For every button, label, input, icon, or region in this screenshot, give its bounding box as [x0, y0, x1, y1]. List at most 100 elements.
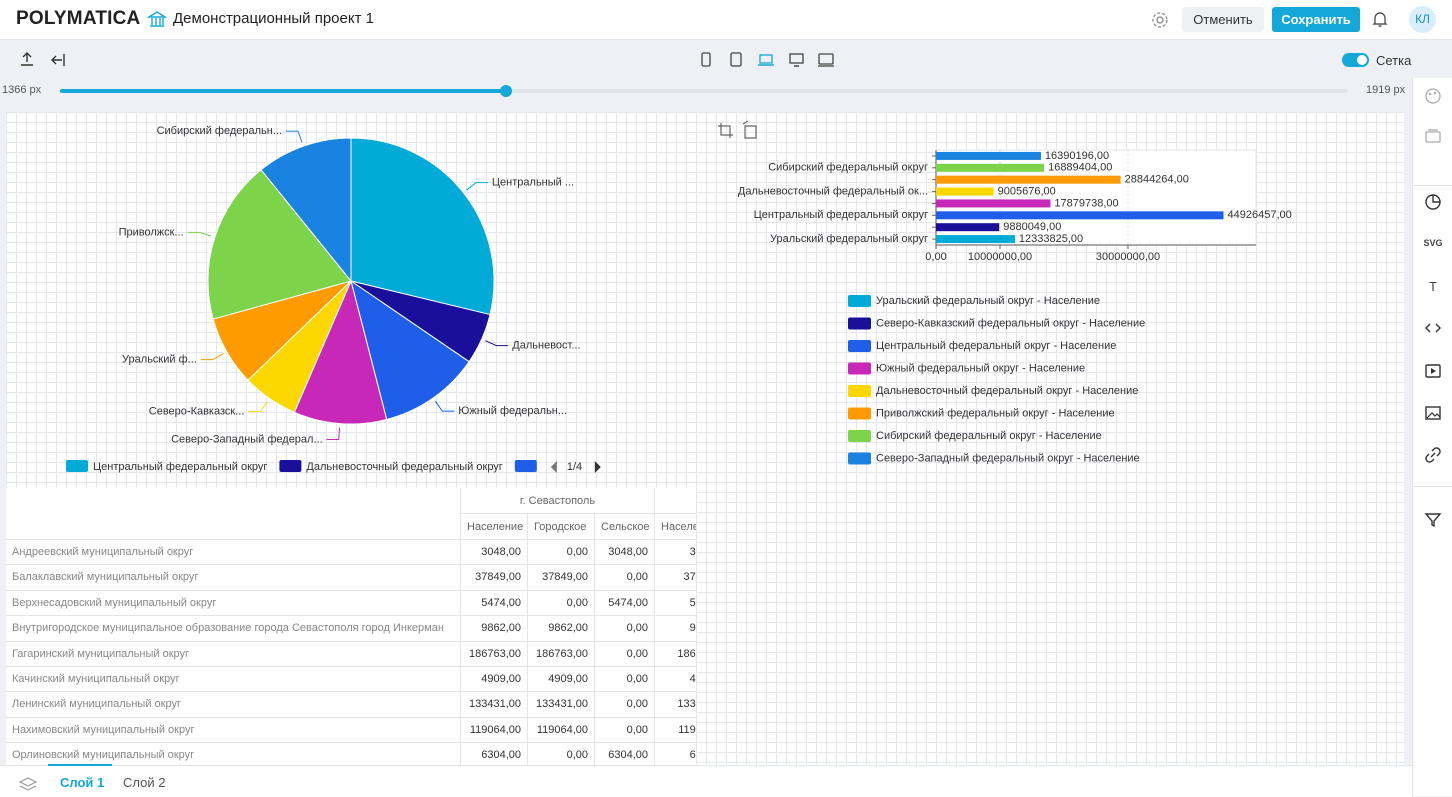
- layers-button[interactable]: [18, 775, 38, 793]
- table-row-header: Ленинский муниципальный округ: [6, 692, 461, 717]
- video-icon[interactable]: [1423, 361, 1443, 381]
- link-icon[interactable]: [1423, 445, 1443, 465]
- table-value: 11906: [655, 718, 696, 743]
- legend-label[interactable]: Сибирский федеральный округ - Население: [876, 430, 1102, 442]
- table-value: 133431,00: [461, 692, 528, 717]
- legend-swatch[interactable]: [848, 363, 871, 375]
- chart-icon[interactable]: [1423, 192, 1443, 212]
- svg-icon[interactable]: SVG: [1413, 238, 1452, 248]
- value-label: 17879738,00: [1054, 197, 1118, 209]
- table-value: 4909,00: [528, 667, 595, 692]
- theme-icon[interactable]: [1423, 86, 1443, 106]
- table-row-header: Гагаринский муниципальный округ: [6, 642, 461, 667]
- bar: [936, 152, 1041, 160]
- bar: [936, 199, 1050, 207]
- legend-swatch[interactable]: [279, 460, 301, 472]
- pie-label: Приволжск...: [119, 226, 184, 238]
- table-value: 37849,00: [461, 565, 528, 590]
- sidebar-divider: [1413, 486, 1452, 487]
- pie-leader: [286, 131, 302, 142]
- layers-icon[interactable]: [1423, 126, 1443, 146]
- table-value: 630: [655, 743, 696, 765]
- layer-tab[interactable]: Слой 1: [60, 775, 104, 790]
- table-column-header: Сельское: [595, 514, 655, 540]
- active-tab-indicator: [48, 764, 112, 766]
- footer: [0, 765, 1412, 797]
- table-value: 0,00: [528, 743, 595, 765]
- filter-icon[interactable]: [1423, 510, 1443, 530]
- value-label: 16390196,00: [1045, 150, 1109, 162]
- table-value: 0,00: [595, 616, 655, 641]
- value-label: 12333825,00: [1019, 233, 1083, 245]
- legend-label[interactable]: Центральный федеральный округ: [93, 461, 267, 473]
- user-avatar[interactable]: КЛ: [1409, 6, 1436, 33]
- image-icon[interactable]: [1423, 403, 1443, 423]
- table-row-header: Качинский муниципальный округ: [6, 667, 461, 692]
- table-value: 0,00: [595, 565, 655, 590]
- legend-swatch[interactable]: [848, 340, 871, 352]
- table-row-header: Верхнесадовский муниципальный округ: [6, 591, 461, 616]
- table-row-header: Андреевский муниципальный округ: [6, 540, 461, 565]
- legend-swatch[interactable]: [848, 385, 871, 397]
- legend-next[interactable]: [595, 461, 601, 473]
- layer-tab[interactable]: Слой 2: [123, 775, 165, 790]
- x-tick-label: 0,00: [925, 251, 946, 263]
- table-column-header: Городское: [528, 514, 595, 540]
- legend-prev[interactable]: [551, 461, 557, 473]
- code-icon[interactable]: [1423, 318, 1443, 338]
- legend-label[interactable]: Северо-Западный федеральный округ - Насе…: [876, 452, 1140, 464]
- pie-leader: [248, 402, 267, 412]
- table-row-header: Балаклавский муниципальный округ: [6, 565, 461, 590]
- table-value: 304: [655, 540, 696, 565]
- legend-label[interactable]: Южный федеральный округ - Население: [876, 362, 1085, 374]
- pie-leader: [201, 354, 223, 360]
- legend-label[interactable]: Приволжский федеральный округ - Населени…: [876, 407, 1115, 419]
- table-value: 0,00: [595, 718, 655, 743]
- y-tick-label: Дальневосточный федеральный ок...: [738, 185, 928, 197]
- bar: [936, 188, 994, 196]
- data-table: г. СевастопольНаселениеГородскоеСельское…: [6, 488, 696, 765]
- legend-label[interactable]: Центральный федеральный округ - Населени…: [876, 340, 1116, 352]
- pie-leader: [485, 341, 508, 346]
- y-tick-label: Сибирский федеральный округ: [768, 162, 928, 174]
- legend-swatch[interactable]: [848, 295, 871, 307]
- table-value: 119064,00: [461, 718, 528, 743]
- bar: [936, 164, 1044, 172]
- legend-page: 1/4: [567, 461, 582, 473]
- legend-label[interactable]: Дальневосточный федеральный округ - Насе…: [876, 385, 1138, 397]
- pie-label: Южный федеральн...: [458, 405, 567, 417]
- pie-label: Дальневост...: [512, 339, 580, 351]
- pie-label: Центральный ...: [492, 177, 574, 189]
- table-value: 18676: [655, 642, 696, 667]
- legend-swatch[interactable]: [515, 460, 537, 472]
- legend-swatch[interactable]: [66, 460, 88, 472]
- y-tick-label: Уральский федеральный округ: [770, 233, 928, 245]
- legend-swatch[interactable]: [848, 430, 871, 442]
- table-value: 186763,00: [528, 642, 595, 667]
- value-label: 9880049,00: [1003, 221, 1061, 233]
- bar: [936, 235, 1015, 243]
- table-value: 6304,00: [461, 743, 528, 765]
- table-value: 5474,00: [595, 591, 655, 616]
- bar: [936, 223, 999, 231]
- pie-label: Северо-Западный федерал...: [171, 433, 323, 445]
- legend-swatch[interactable]: [848, 408, 871, 420]
- legend-label[interactable]: Северо-Кавказский федеральный округ - На…: [876, 317, 1145, 329]
- value-label: 44926457,00: [1228, 209, 1292, 221]
- table-corner: [6, 488, 461, 540]
- legend-swatch[interactable]: [848, 318, 871, 330]
- value-label: 9005676,00: [998, 185, 1056, 197]
- table-value: 9862,00: [528, 616, 595, 641]
- legend-label[interactable]: Уральский федеральный округ - Население: [876, 295, 1100, 307]
- table-value: 0,00: [595, 667, 655, 692]
- table-value: 0,00: [528, 540, 595, 565]
- text-icon[interactable]: T: [1413, 279, 1452, 294]
- legend-swatch[interactable]: [848, 453, 871, 465]
- value-label: 16889404,00: [1048, 162, 1112, 174]
- bar: [936, 176, 1121, 184]
- legend-label[interactable]: Дальневосточный федеральный округ: [306, 461, 502, 473]
- table-column-header: Населе: [655, 514, 696, 540]
- crop-icons[interactable]: [718, 121, 756, 138]
- table-value: 490: [655, 667, 696, 692]
